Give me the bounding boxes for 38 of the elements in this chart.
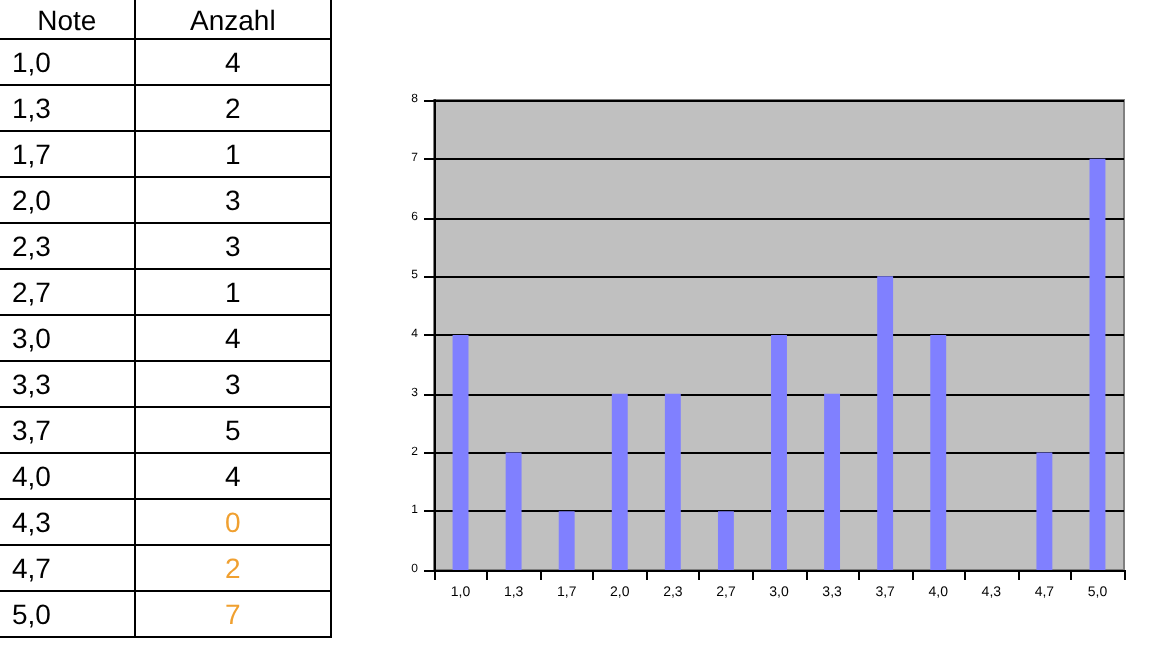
category-label: 2,0 bbox=[0, 177, 135, 223]
text: 3 bbox=[225, 230, 241, 262]
text: 3 bbox=[225, 184, 241, 216]
bar bbox=[717, 511, 734, 570]
text: 5 bbox=[225, 414, 241, 446]
bar bbox=[1089, 158, 1106, 570]
category-label: 4,0 bbox=[0, 453, 135, 499]
bar bbox=[771, 335, 787, 570]
bar bbox=[877, 276, 894, 570]
category-label: 3,3 bbox=[0, 361, 135, 407]
category-label: 3,0 bbox=[0, 315, 135, 361]
bar bbox=[930, 335, 947, 570]
category-label: 1,3 bbox=[0, 85, 135, 131]
text: 3 bbox=[225, 368, 241, 400]
category-label: 1,0 bbox=[0, 39, 135, 85]
category-label: 3,7 bbox=[0, 407, 135, 453]
text: 2 bbox=[225, 552, 241, 584]
bar bbox=[1036, 452, 1053, 570]
text: Anzahl bbox=[134, 0, 331, 39]
text: 0 bbox=[225, 506, 241, 538]
bar bbox=[611, 393, 628, 570]
text: 1 bbox=[225, 276, 241, 308]
text: 4 bbox=[225, 460, 241, 492]
category-label: 2,7 bbox=[0, 269, 135, 315]
text: 7 bbox=[225, 598, 241, 630]
bar bbox=[558, 511, 575, 570]
bar bbox=[452, 335, 469, 570]
category-label: 1,7 bbox=[0, 131, 135, 177]
text: 1 bbox=[225, 138, 241, 170]
bar bbox=[824, 393, 841, 570]
category-label: 2,3 bbox=[0, 223, 135, 269]
text: 4 bbox=[225, 46, 241, 78]
category-label: 4,3 bbox=[0, 499, 135, 545]
text: 4 bbox=[225, 322, 241, 354]
text: 2 bbox=[225, 92, 241, 124]
text: Note bbox=[0, 0, 135, 39]
bar bbox=[505, 452, 522, 570]
bar bbox=[664, 393, 681, 570]
